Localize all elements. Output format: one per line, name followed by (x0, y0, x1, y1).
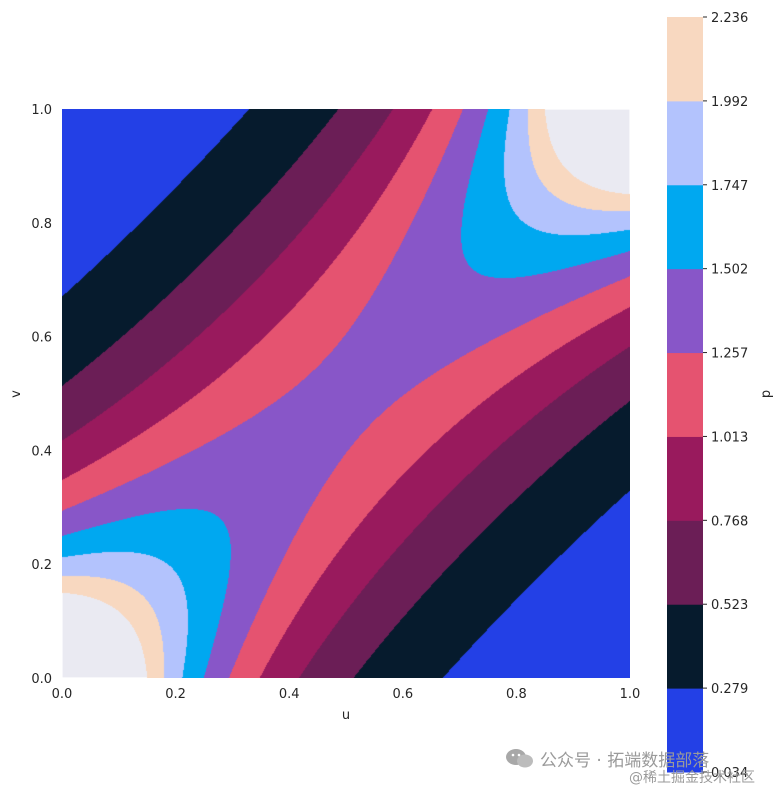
y-tick-label: 0.0 (31, 672, 52, 687)
y-tick-label: 0.4 (31, 444, 52, 459)
colorbar-segment (667, 688, 703, 773)
colorbar-tick-label: 0.768 (711, 514, 748, 529)
colorbar-tick-label: 2.236 (711, 11, 748, 26)
x-tick-label: 1.0 (620, 687, 641, 702)
colorbar-segment (667, 100, 703, 186)
colorbar-tick-label: 1.747 (711, 179, 748, 194)
colorbar-tick-label: 1.992 (711, 95, 748, 110)
colorbar-segment (667, 436, 703, 521)
y-tick-label: 0.2 (31, 558, 52, 573)
x-axis-label: u (342, 708, 350, 723)
y-tick-label: 0.6 (31, 331, 52, 346)
watermark-line1: 公众号 · 拓端数据部落 (540, 751, 710, 771)
x-tick-label: 0.8 (506, 687, 527, 702)
colorbar-tick-label: 0.034 (711, 766, 748, 781)
contour-fill (62, 109, 630, 678)
colorbar-tick-label: 1.502 (711, 263, 748, 278)
y-tick-label: 0.8 (31, 217, 52, 232)
colorbar-tick-label: 1.013 (711, 430, 748, 445)
colorbar-tick-label: 0.279 (711, 682, 748, 697)
watermark-line2: @稀土掘金技术社区 (629, 770, 755, 786)
x-tick-label: 0.0 (52, 687, 73, 702)
colorbar-segment (667, 352, 703, 437)
y-axis: 0.0 0.2 0.4 0.6 0.8 1.0 (31, 103, 52, 687)
colorbar-segment (667, 520, 703, 605)
colorbar-segment (667, 17, 703, 102)
watermark: 公众号 · 拓端数据部落 @稀土掘金技术社区 (505, 746, 775, 790)
colorbar: 0.034 0.279 0.523 0.768 1.013 1.257 1.502 1.747… (667, 11, 748, 781)
colorbar-segment (667, 604, 703, 689)
colorbar-segment (667, 184, 703, 270)
x-tick-label: 0.4 (279, 687, 300, 702)
x-tick-label: 0.2 (165, 687, 186, 702)
wechat-icon (505, 748, 535, 768)
colorbar-label: p (759, 390, 774, 398)
colorbar-tick-label: 0.523 (711, 598, 748, 613)
x-tick-label: 0.6 (392, 687, 413, 702)
colorbar-tick-label: 1.257 (711, 347, 748, 362)
x-axis: 0.0 0.2 0.4 0.6 0.8 1.0 (52, 687, 641, 702)
y-tick-label: 1.0 (31, 103, 52, 118)
y-axis-label: v (9, 390, 24, 398)
colorbar-segment (667, 268, 703, 354)
